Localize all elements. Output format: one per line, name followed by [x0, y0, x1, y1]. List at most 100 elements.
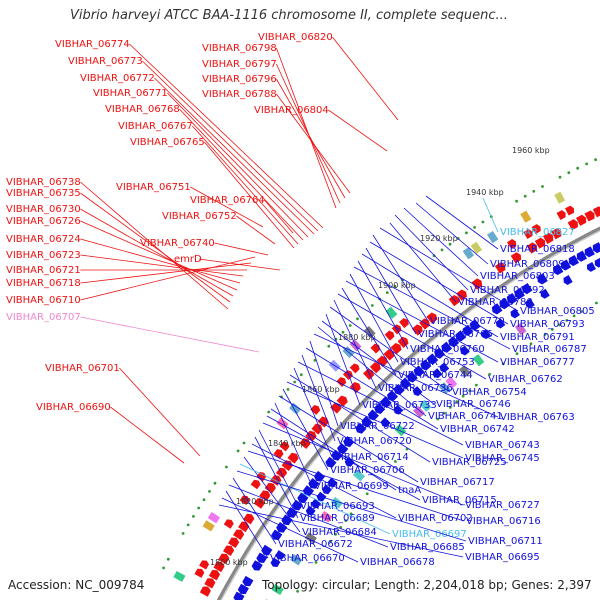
gc-dot	[515, 352, 519, 356]
left-gene-label: VIBHAR_06718	[6, 278, 81, 289]
gc-dot	[267, 410, 271, 414]
reverse-gene-arrow	[344, 456, 355, 467]
label-leader-line	[80, 220, 238, 291]
label-leader-line	[251, 443, 397, 519]
label-leader-line	[329, 306, 451, 393]
left-gene-label: VIBHAR_06740	[140, 238, 215, 249]
gc-dot	[329, 539, 332, 543]
right-gene-label: VIBHAR_06743	[465, 440, 540, 451]
reverse-gene-arrow	[521, 282, 533, 295]
gc-dot	[208, 490, 211, 493]
topology-summary: Topology: circular; Length: 2,204,018 bp…	[262, 578, 592, 592]
gc-dot	[197, 506, 201, 510]
feature-block	[320, 510, 333, 523]
label-leader-line	[80, 181, 229, 310]
gc-dot	[242, 441, 246, 445]
forward-gene-arrow	[523, 229, 533, 239]
forward-gene-arrow	[287, 452, 299, 464]
reverse-gene-arrow	[275, 550, 286, 560]
reverse-gene-arrow	[261, 544, 273, 556]
left-gene-label: VIBHAR_06796	[202, 74, 277, 85]
gc-dot	[225, 465, 228, 469]
tick-label: 1860 kbp	[302, 385, 340, 394]
right-gene-label: VIBHAR_06678	[360, 557, 435, 568]
right-gene-label: VIBHAR_06827	[500, 227, 575, 238]
right-gene-label: VIBHAR_06702	[398, 513, 473, 524]
gc-dot	[162, 566, 166, 570]
label-leader-line	[80, 254, 244, 277]
forward-gene-arrow	[336, 377, 347, 387]
forward-gene-arrow	[551, 228, 562, 240]
tick-label: 1840 kbp	[268, 439, 306, 448]
reverse-gene-arrow	[584, 246, 595, 258]
gc-dot	[448, 406, 452, 409]
gc-dot	[393, 284, 397, 288]
label-leader-line	[110, 406, 185, 464]
gc-dot	[474, 383, 478, 387]
label-leader-line	[80, 208, 234, 297]
forward-gene-arrow	[223, 545, 235, 556]
reverse-gene-arrow	[563, 275, 573, 285]
right-gene-label: VIBHAR_06699	[314, 481, 389, 492]
reverse-gene-arrow	[337, 442, 349, 454]
forward-gene-arrow	[275, 467, 288, 479]
label-leader-line	[301, 354, 336, 442]
gc-dot	[532, 189, 536, 193]
label-leader-line	[325, 313, 361, 406]
left-gene-label: VIBHAR_06765	[130, 137, 205, 148]
feature-block	[385, 306, 398, 319]
gc-dot	[202, 498, 206, 502]
label-leader-line	[282, 388, 329, 471]
left-gene-label: VIBHAR_06707	[6, 312, 81, 323]
label-leader-line	[119, 367, 201, 457]
reverse-gene-arrow	[462, 324, 474, 337]
reverse-gene-arrow	[552, 263, 564, 276]
reverse-gene-arrow	[594, 257, 600, 268]
label-leader-line	[286, 381, 464, 459]
label-leader-line	[403, 207, 479, 277]
right-gene-label: VIBHAR_06706	[330, 465, 405, 476]
right-gene-label: VIBHAR_06720	[337, 436, 412, 447]
reverse-gene-arrow	[311, 498, 322, 509]
right-gene-label: VIBHAR_06791	[500, 332, 575, 343]
label-leader-line	[482, 197, 499, 233]
left-gene-label: VIBHAR_06710	[6, 295, 81, 306]
label-leader-line	[297, 361, 464, 446]
reverse-gene-arrow	[455, 330, 467, 342]
forward-gene-arrow	[471, 278, 483, 290]
right-gene-label: VIBHAR_06762	[488, 374, 563, 385]
left-gene-label: VIBHAR_06771	[93, 88, 168, 99]
left-gene-label: VIBHAR_06726	[6, 216, 81, 227]
left-gene-label: VIBHAR_06788	[202, 89, 277, 100]
gc-dot	[365, 492, 369, 496]
label-leader-line	[258, 429, 299, 507]
forward-gene-arrow	[510, 252, 522, 264]
right-gene-label: VIBHAR_06725	[432, 457, 507, 468]
feature-block	[202, 520, 215, 532]
right-gene-label: VIBHAR_06697	[392, 529, 467, 540]
feature-block	[352, 469, 366, 482]
label-leader-line	[274, 402, 313, 487]
left-gene-label: VIBHAR_06773	[68, 56, 143, 67]
reverse-gene-arrow	[270, 557, 281, 568]
right-gene-label: VIBHAR_06753	[400, 357, 475, 368]
left-gene-label: VIBHAR_06764	[190, 195, 265, 206]
gc-dot	[523, 194, 527, 198]
forward-gene-arrow	[534, 237, 546, 249]
feature-block	[472, 354, 485, 367]
label-leader-line	[345, 280, 499, 363]
left-gene-label: VIBHAR_06701	[45, 363, 120, 374]
reverse-gene-arrow	[491, 303, 503, 315]
label-leader-line	[192, 125, 299, 245]
reverse-gene-arrow	[308, 477, 320, 489]
gc-dot	[558, 175, 562, 179]
forward-gene-arrow	[448, 295, 460, 307]
gc-dot	[515, 199, 518, 203]
forward-gene-arrow	[194, 568, 205, 578]
label-leader-line	[266, 415, 421, 501]
left-gene-label: VIBHAR_06724	[6, 234, 81, 245]
map-title: Vibrio harveyi ATCC BAA-1116 chromosome …	[70, 8, 508, 23]
label-leader-line	[333, 299, 377, 389]
forward-gene-arrow	[264, 482, 276, 494]
forward-gene-arrow	[349, 363, 360, 374]
